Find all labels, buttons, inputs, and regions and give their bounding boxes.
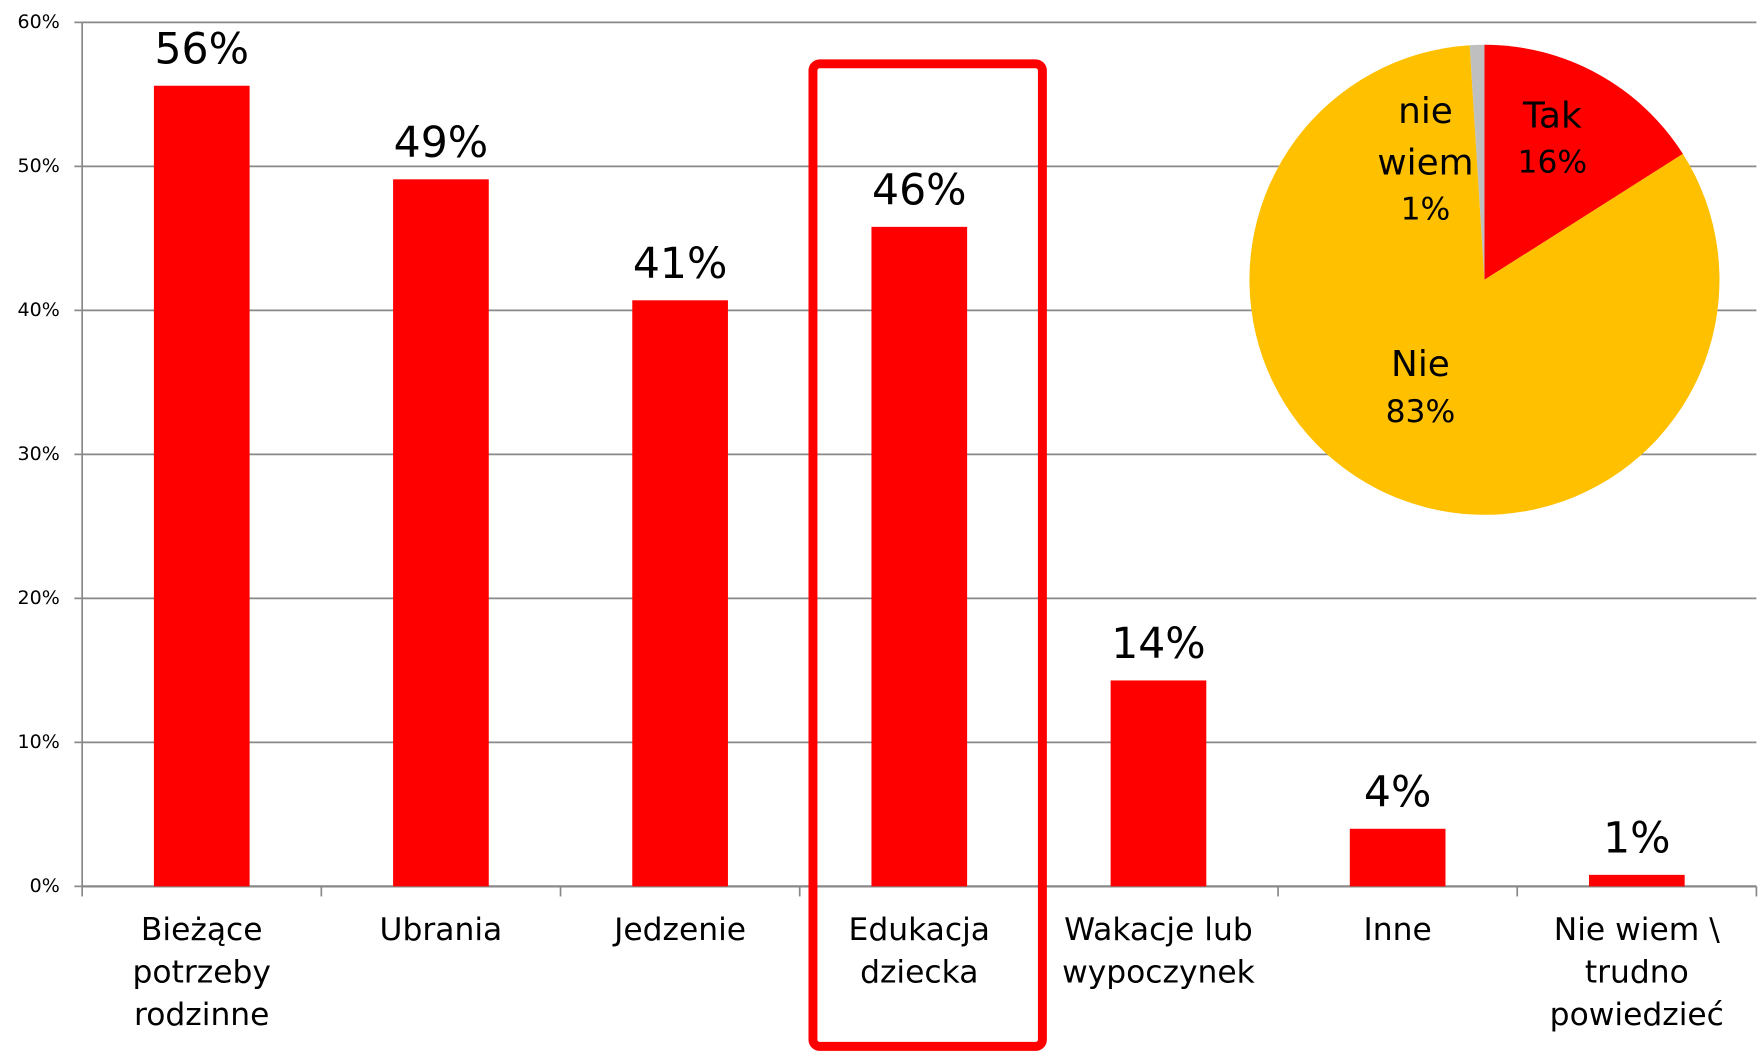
x-tick-label: Nie wiem \ trudno powiedzieć bbox=[1549, 910, 1724, 1033]
value-label: 56% bbox=[155, 25, 250, 74]
pie-slice bbox=[1484, 44, 1683, 280]
bar bbox=[871, 226, 968, 887]
bar bbox=[632, 300, 728, 887]
x-tick-label: Jedzenie bbox=[614, 910, 747, 948]
pie-category: Nie bbox=[1391, 342, 1450, 386]
pie-label-box: nie wiem 1% bbox=[1336, 85, 1515, 231]
y-tick-label: 0% bbox=[30, 875, 60, 897]
pie-category: nie wiem bbox=[1377, 89, 1474, 184]
y-tick-label: 60% bbox=[18, 11, 60, 33]
x-tick-label: Inne bbox=[1363, 910, 1432, 948]
pie-label: Tak 16% bbox=[1463, 89, 1642, 183]
value-label: 1% bbox=[1603, 814, 1670, 863]
x-tick-label: Edukacja dziecka bbox=[848, 910, 991, 991]
x-tick-label: Wakacje lub wypoczynek bbox=[1062, 910, 1255, 991]
x-tick-label: Ubrania bbox=[379, 910, 503, 948]
value-label: 49% bbox=[394, 119, 489, 168]
x-tick-label-box: Nie wiem \ trudno powiedzieć bbox=[1549, 910, 1724, 1033]
pie-label-box: Tak 16% bbox=[1463, 89, 1642, 183]
pie-label-box: Nie 83% bbox=[1331, 338, 1510, 432]
value-label: 4% bbox=[1364, 768, 1431, 817]
y-tick-label: 10% bbox=[18, 731, 60, 753]
x-tick-label-box: Ubrania bbox=[379, 910, 503, 948]
bar bbox=[393, 179, 489, 887]
pie-value-label: 83% bbox=[1385, 392, 1456, 430]
x-tick-label: Bieżące potrzeby rodzinne bbox=[132, 910, 271, 1033]
bar bbox=[1110, 680, 1207, 887]
y-tick-label: 30% bbox=[18, 443, 60, 465]
x-tick-label-box: Edukacja dziecka bbox=[848, 910, 991, 991]
highlight-box bbox=[808, 59, 1047, 1051]
value-label: 41% bbox=[633, 240, 728, 289]
bar bbox=[1349, 828, 1446, 887]
y-tick-label: 50% bbox=[18, 155, 60, 177]
pie-label: Nie 83% bbox=[1331, 338, 1510, 432]
pie-value-label: 16% bbox=[1517, 143, 1588, 181]
value-label: 46% bbox=[872, 166, 967, 215]
y-tick-label: 20% bbox=[18, 587, 60, 609]
bar bbox=[153, 85, 250, 887]
pie-value-label: 1% bbox=[1400, 190, 1451, 228]
bar bbox=[1588, 874, 1685, 887]
x-tick-label-box: Inne bbox=[1363, 910, 1432, 948]
x-tick-label-box: Jedzenie bbox=[614, 910, 747, 948]
x-tick-label-box: Wakacje lub wypoczynek bbox=[1062, 910, 1255, 991]
y-tick-label: 40% bbox=[18, 299, 60, 321]
value-label: 14% bbox=[1111, 620, 1206, 669]
x-tick-label-box: Bieżące potrzeby rodzinne bbox=[132, 910, 271, 1033]
pie-category: Tak bbox=[1523, 93, 1582, 137]
pie-slice bbox=[1249, 45, 1720, 515]
pie-label: nie wiem 1% bbox=[1336, 85, 1515, 231]
pie-slice bbox=[1469, 44, 1485, 280]
